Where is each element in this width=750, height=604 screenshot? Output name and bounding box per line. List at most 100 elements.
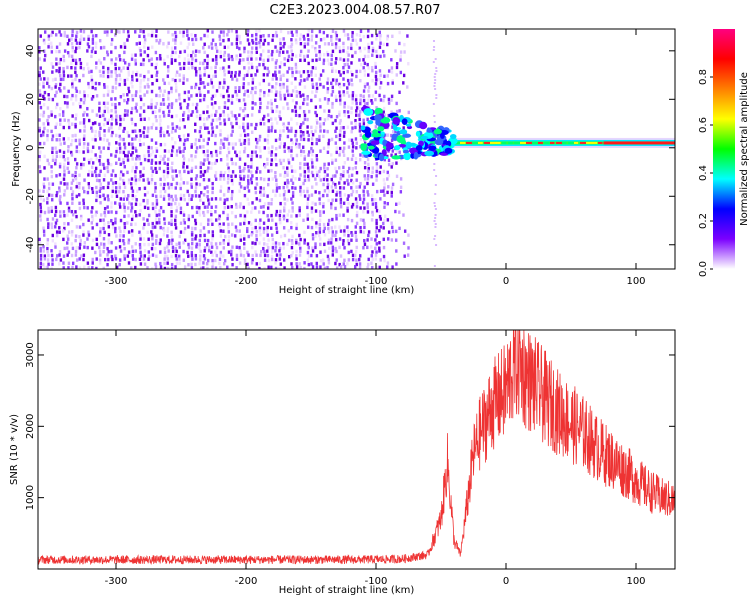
- noise-cell: [194, 218, 197, 223]
- noise-cell: [407, 110, 410, 115]
- noise-cell: [247, 234, 250, 239]
- noise-cell: [355, 94, 358, 98]
- noise-cell: [215, 61, 218, 66]
- noise-cell: [198, 138, 201, 143]
- noise-cell: [78, 201, 81, 206]
- noise-cell: [83, 90, 86, 94]
- noise-cell: [275, 209, 279, 214]
- noise-cell: [239, 169, 242, 174]
- noise-cell: [278, 65, 282, 69]
- transition-blob: [399, 129, 408, 135]
- noise-cell: [174, 246, 177, 251]
- noise-cell: [203, 50, 206, 55]
- noise-cell: [166, 65, 170, 69]
- noise-cell: [179, 50, 182, 54]
- noise-cell: [135, 198, 138, 202]
- noise-cell: [231, 57, 234, 62]
- noise-cell: [42, 189, 45, 193]
- noise-cell: [67, 230, 71, 234]
- noise-cell: [190, 33, 193, 37]
- noise-cell: [290, 214, 293, 218]
- noise-cell: [358, 257, 361, 262]
- noise-cell: [159, 177, 162, 182]
- noise-cell: [171, 169, 174, 173]
- noise-cell: [251, 86, 254, 91]
- noise-cell: [354, 118, 357, 123]
- noise-cell: [291, 74, 294, 78]
- noise-cell: [366, 62, 369, 67]
- noise-cell: [390, 110, 393, 114]
- noise-cell: [42, 198, 46, 202]
- noise-cell: [306, 130, 309, 134]
- noise-cell: [331, 233, 334, 238]
- noise-cell: [110, 133, 113, 138]
- noise-cell: [203, 238, 207, 243]
- noise-cell: [139, 94, 142, 99]
- noise-cell: [247, 42, 251, 46]
- noise-cell: [271, 218, 274, 222]
- noise-cell: [183, 61, 186, 66]
- noise-cell: [247, 66, 251, 70]
- noise-cell: [219, 253, 222, 257]
- noise-cell: [46, 217, 49, 222]
- noise-cell: [50, 205, 53, 210]
- noise-cell: [239, 202, 242, 206]
- noise-cell: [107, 142, 111, 146]
- noise-cell: [118, 114, 122, 119]
- noise-cell: [350, 233, 354, 237]
- noise-cell: [282, 45, 285, 49]
- noise-cell: [134, 210, 137, 214]
- noise-cell: [102, 113, 105, 118]
- noise-cell: [147, 149, 150, 154]
- noise-cell: [195, 102, 199, 107]
- noise-cell: [119, 177, 122, 181]
- noise-cell: [127, 62, 131, 67]
- noise-cell: [187, 197, 191, 202]
- noise-cell: [115, 234, 118, 238]
- noise-cell: [359, 110, 362, 114]
- noise-cell: [159, 89, 162, 93]
- noise-cell: [198, 242, 201, 247]
- noise-cell: [139, 29, 142, 33]
- noise-cell: [338, 49, 342, 54]
- noise-cell: [358, 265, 362, 269]
- noise-cell: [139, 85, 142, 89]
- noise-cell: [383, 113, 387, 117]
- noise-cell: [167, 157, 170, 162]
- noise-cell: [318, 190, 321, 195]
- noise-cell: [230, 253, 233, 257]
- noise-cell: [102, 193, 105, 198]
- noise-cell: [211, 118, 215, 123]
- noise-cell: [110, 153, 113, 157]
- noise-cell: [334, 166, 337, 171]
- noise-cell: [114, 133, 118, 138]
- noise-cell: [307, 254, 311, 258]
- noise-cell: [331, 158, 334, 163]
- noise-cell: [262, 93, 266, 98]
- noise-cell: [310, 141, 314, 146]
- noise-cell: [318, 197, 321, 201]
- transition-blob: [419, 121, 428, 130]
- noise-cell: [286, 58, 290, 63]
- noise-cell: [107, 241, 110, 245]
- noise-cell: [222, 254, 225, 258]
- x-tick-label: 0: [503, 576, 509, 587]
- noise-cell: [58, 42, 62, 46]
- noise-cell: [127, 250, 131, 254]
- noise-cell: [110, 205, 113, 209]
- noise-cell: [82, 157, 86, 161]
- noise-cell: [283, 233, 287, 238]
- noise-cell: [306, 217, 310, 221]
- noise-cell: [383, 214, 387, 218]
- noise-cell: [314, 41, 318, 45]
- noise-cell: [162, 42, 165, 46]
- noise-cell: [82, 118, 86, 122]
- noise-cell: [162, 114, 166, 118]
- noise-cell: [282, 246, 286, 250]
- noise-cell: [102, 74, 105, 78]
- noise-cell: [50, 110, 53, 114]
- noise-cell: [194, 85, 197, 90]
- noise-cell: [223, 201, 226, 206]
- noise-cell: [178, 54, 181, 59]
